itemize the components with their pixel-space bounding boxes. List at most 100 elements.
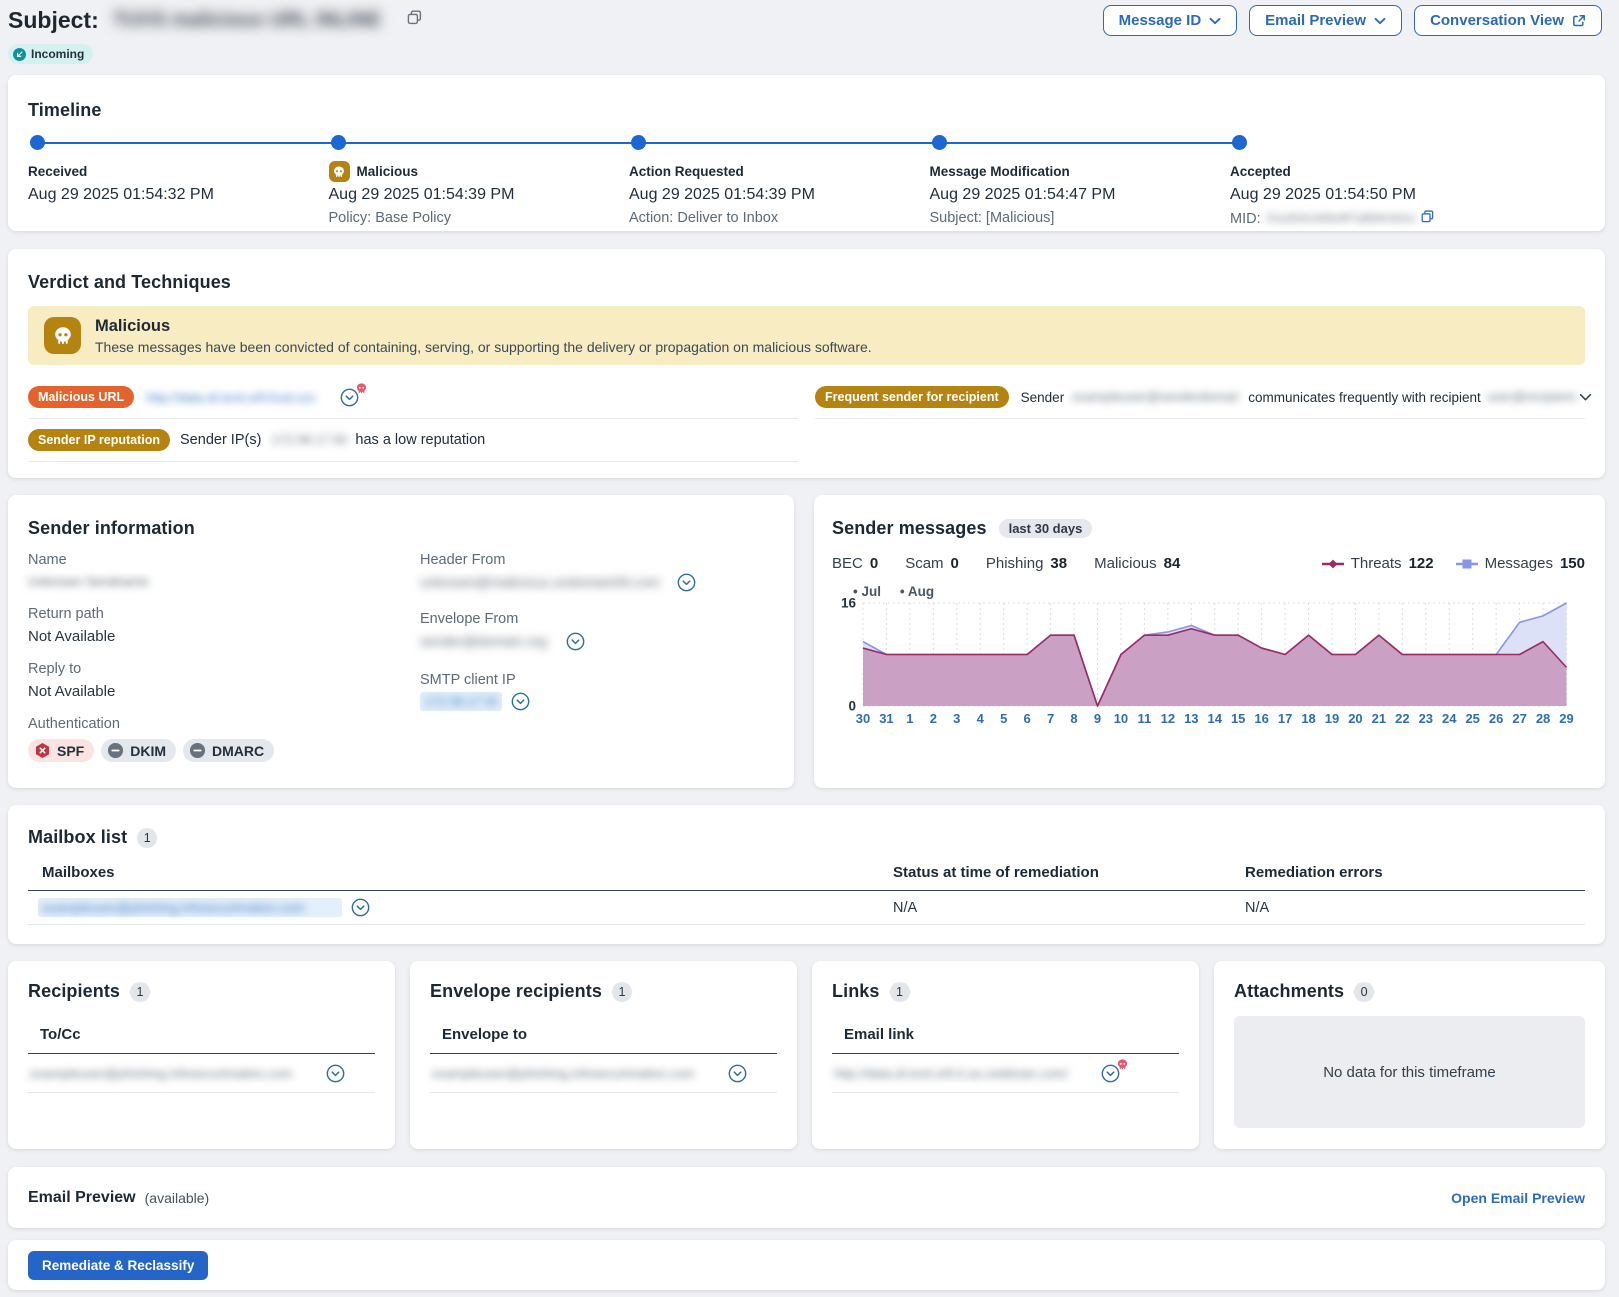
envelope-from-redacted: sender@domain.org: [420, 633, 548, 649]
technique-frequent-sender: Frequent sender for recipient Sender exa…: [815, 376, 1592, 419]
timeline-track: [28, 135, 1585, 151]
legend-value: 150: [1559, 555, 1585, 572]
message-id-button[interactable]: Message ID: [1102, 5, 1238, 36]
svg-text:4: 4: [977, 711, 985, 726]
recipient-row: exampleuser@phishing.infosecurimation.co…: [28, 1054, 375, 1093]
chevron-circle-icon: [677, 573, 696, 592]
svg-text:21: 21: [1372, 711, 1386, 726]
milestone-message-modification: Message Modification Aug 29 2025 01:54:4…: [930, 161, 1231, 227]
milestone-action: Action: Deliver to Inbox: [629, 210, 779, 226]
attachments-count-badge: 0: [1354, 981, 1375, 1002]
svg-text:15: 15: [1231, 711, 1245, 726]
reply-to-label: Reply to: [28, 661, 82, 677]
spf-fail-badge: SPF: [28, 739, 95, 762]
column-to-cc: To/Cc: [40, 1026, 81, 1043]
envelope-from-label: Envelope From: [420, 611, 519, 627]
frequent-sender-tag: Frequent sender for recipient: [815, 386, 1009, 408]
header-from-label: Header From: [420, 552, 506, 568]
timeline-milestones: Received Aug 29 2025 01:54:32 PM Malicio…: [28, 161, 1585, 227]
verdict-banner-title: Malicious: [95, 316, 171, 335]
milestone-title: Message Modification: [929, 164, 1070, 179]
svg-text:2: 2: [930, 711, 937, 726]
svg-text:25: 25: [1465, 711, 1479, 726]
mid-redacted-text: 01a2b3c4d5e6f7a8b9c0d1e2f3a4b5: [1266, 212, 1415, 225]
mailbox-table: Mailboxes Status at time of remediation …: [28, 864, 1585, 925]
svg-text:18: 18: [1301, 711, 1315, 726]
expand-envelope-recipient-control[interactable]: [728, 1064, 747, 1083]
envelope-count-badge: 1: [611, 981, 632, 1002]
remediate-reclassify-button[interactable]: Remediate & Reclassify: [28, 1250, 209, 1280]
smtp-ip-redacted: 172.58.17.50: [424, 694, 498, 709]
svg-text:9: 9: [1094, 711, 1101, 726]
expand-recipient-control[interactable]: [326, 1064, 345, 1083]
expand-url-control[interactable]: [340, 382, 367, 407]
timeline-title: Timeline: [28, 100, 102, 120]
email-preview-title: Email Preview: [28, 1188, 136, 1206]
envelope-recipient-row: exampleuser@phishing.infosecurimation.co…: [430, 1054, 777, 1093]
column-mailboxes: Mailboxes: [42, 864, 115, 881]
chevron-circle-icon: [326, 1064, 345, 1082]
chevron-circle-icon: [511, 692, 530, 711]
chevron-circle-icon: [1101, 1064, 1120, 1082]
threat-skull-badge-icon: [355, 382, 368, 400]
incoming-arrow-icon: [13, 47, 26, 61]
column-envelope-to: Envelope to: [442, 1026, 528, 1043]
svg-text:20: 20: [1348, 711, 1362, 726]
recipient-redacted: exampleuser@phishing.infosecurimation.co…: [30, 1065, 293, 1081]
stat-label: Malicious: [1094, 555, 1157, 572]
frequent-sender-middle: communicates frequently with recipient: [1248, 389, 1481, 405]
attachments-card: Attachments 0 No data for this timeframe: [1214, 961, 1605, 1149]
timeline-dot-message-modification: [931, 135, 947, 150]
svg-text:3: 3: [953, 711, 960, 726]
milestone-policy: Policy: Base Policy: [328, 210, 452, 226]
circle-minus-icon: [189, 742, 206, 759]
expand-email-link-control[interactable]: [1101, 1058, 1128, 1083]
stat-label: Phishing: [985, 555, 1044, 572]
mid-label: MID:: [1230, 210, 1261, 227]
expand-mailbox-control[interactable]: [351, 898, 370, 917]
email-preview-availability: (available): [144, 1189, 210, 1206]
svg-text:16: 16: [1254, 711, 1268, 726]
malicious-url-tag: Malicious URL: [28, 386, 135, 408]
copy-subject-icon[interactable]: [407, 10, 422, 30]
message-id-button-label: Message ID: [1118, 12, 1202, 29]
expand-envelope-from-control[interactable]: [566, 632, 585, 651]
svg-text:17: 17: [1278, 711, 1292, 726]
header-from-redacted: unknown@malicious.undomain09.com: [420, 574, 660, 590]
expand-header-from-control[interactable]: [677, 573, 696, 592]
milestone-date: Aug 29 2025 01:54:47 PM: [929, 186, 1116, 203]
conversation-view-button[interactable]: Conversation View: [1414, 5, 1602, 36]
technique-ip-reputation: Sender IP reputation Sender IP(s) 172.58…: [28, 419, 798, 462]
subject-row: Subject: TUVS malicious URL INLINE: [8, 6, 422, 34]
spf-label: SPF: [57, 742, 85, 759]
milestone-received: Received Aug 29 2025 01:54:32 PM: [28, 161, 329, 227]
authentication-badges: SPF DKIM DMARC: [28, 739, 774, 762]
recipients-card: Recipients 1 To/Cc exampleuser@phishing.…: [8, 961, 395, 1149]
expand-frequent-sender-control[interactable]: [1579, 393, 1592, 402]
chevron-circle-icon: [566, 632, 585, 651]
errors-value: N/A: [1245, 899, 1270, 916]
techniques-left-column: Malicious URL http://data.di.tord.srft.f…: [28, 376, 798, 462]
frequent-recipient-redacted: user@recipient.com: [1486, 390, 1579, 404]
svg-text:29: 29: [1559, 711, 1573, 726]
envelope-recipient-redacted: exampleuser@phishing.infosecurimation.co…: [432, 1065, 695, 1081]
open-email-preview-link[interactable]: Open Email Preview: [1451, 1189, 1585, 1206]
copy-mid-icon[interactable]: [1421, 210, 1434, 227]
links-count-badge: 1: [889, 981, 910, 1002]
mailbox-tag: exampleuser@phishing.infosecurimation.co…: [38, 898, 342, 917]
svg-text:6: 6: [1024, 711, 1031, 726]
sender-ip-reputation-tag: Sender IP reputation: [28, 429, 171, 451]
expand-smtp-ip-control[interactable]: [511, 692, 530, 711]
email-preview-button[interactable]: Email Preview: [1249, 5, 1403, 36]
stat-value: 0: [950, 555, 959, 572]
dkim-none-badge: DKIM: [101, 739, 177, 762]
subject-redacted-text: TUVS malicious URL INLINE: [112, 9, 382, 31]
svg-text:5: 5: [1000, 711, 1007, 726]
svg-text:19: 19: [1325, 711, 1339, 726]
svg-text:28: 28: [1536, 711, 1550, 726]
footer-actions-card: Remediate & Reclassify: [8, 1240, 1605, 1290]
empty-state-text: No data for this timeframe: [1323, 1063, 1496, 1081]
milestone-title: Received: [28, 164, 88, 179]
technique-malicious-url: Malicious URL http://data.di.tord.srft.f…: [28, 376, 798, 419]
name-label: Name: [28, 552, 67, 568]
